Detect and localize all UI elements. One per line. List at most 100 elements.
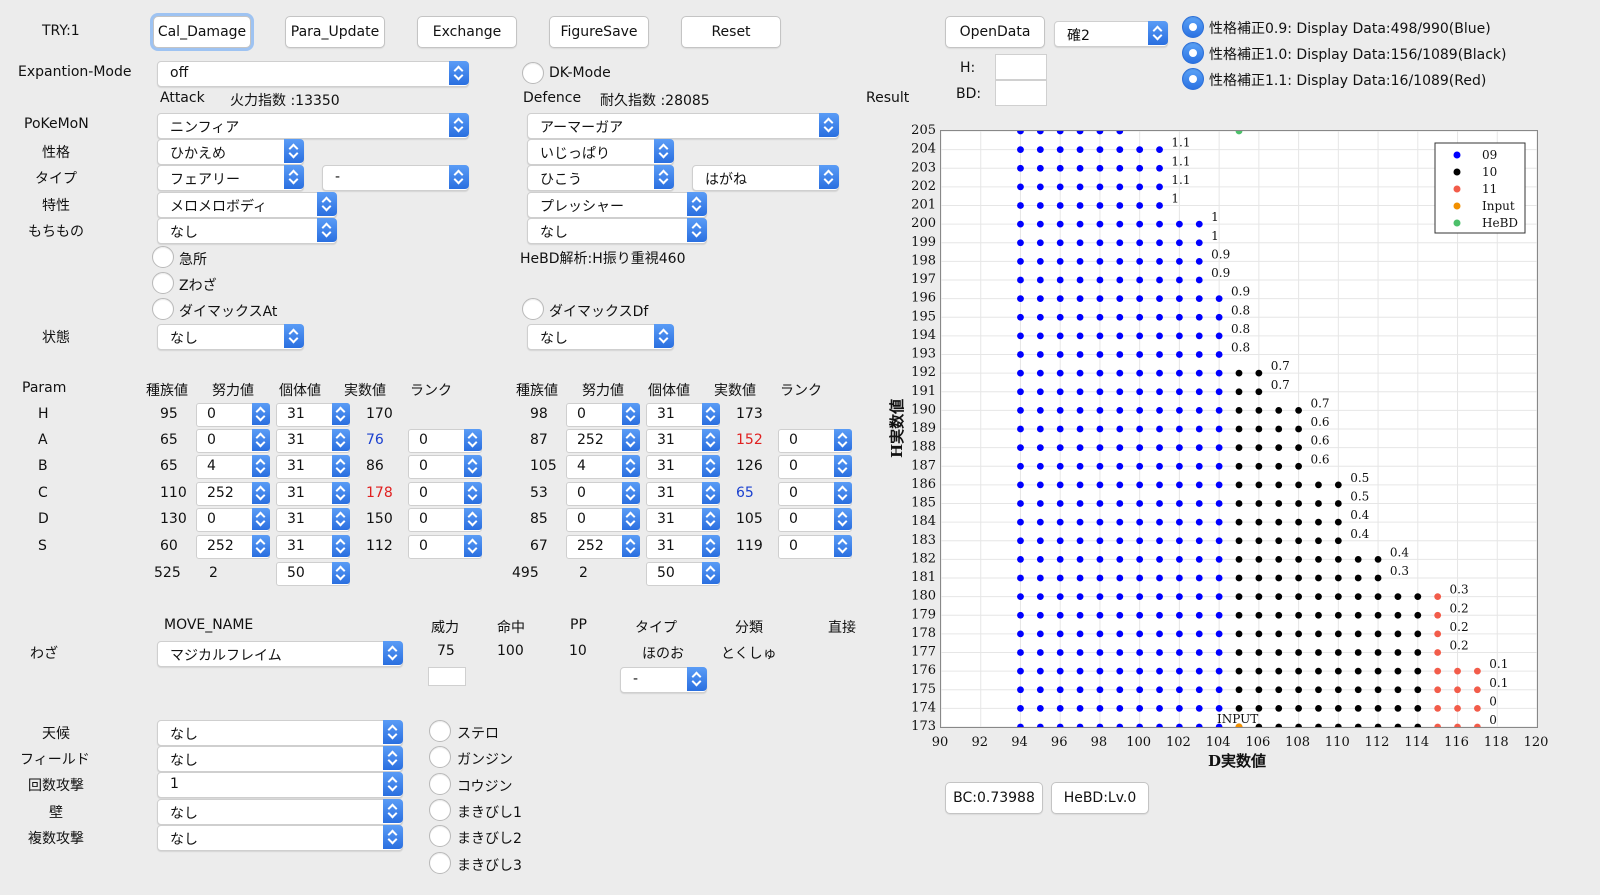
power-override-input[interactable] — [428, 667, 466, 686]
data-point — [1354, 574, 1362, 582]
hazard-radio[interactable] — [429, 772, 451, 795]
para-update-button[interactable]: Para_Update — [285, 16, 385, 48]
point-annotation: 0 — [1489, 694, 1497, 708]
def-iv-spinner[interactable]: 31 — [646, 403, 720, 427]
atk-iv-spinner[interactable]: 31 — [276, 455, 350, 479]
atk-rank-spinner[interactable]: 0 — [408, 429, 482, 453]
def-item-select[interactable]: なし — [527, 218, 707, 244]
data-point — [1275, 537, 1283, 545]
zmove-radio[interactable] — [152, 272, 174, 294]
h-input[interactable] — [995, 54, 1047, 80]
data-point — [1136, 369, 1144, 377]
hazard-radio[interactable] — [429, 798, 451, 821]
hebd-level-button[interactable]: HeBD:Lv.0 — [1051, 782, 1149, 814]
hits-select[interactable]: 1 — [157, 772, 403, 798]
hazard-radio[interactable] — [429, 720, 451, 742]
def-type1-value: ひこう — [540, 172, 582, 188]
def-iv-spinner[interactable]: 31 — [646, 535, 720, 559]
contact-select[interactable]: - — [620, 667, 707, 693]
def-rank-spinner[interactable]: 0 — [778, 535, 852, 559]
data-point — [1414, 630, 1422, 638]
open-data-button[interactable]: OpenData — [945, 16, 1045, 48]
cal-damage-button[interactable]: Cal_Damage — [153, 16, 251, 48]
weather-select[interactable]: なし — [157, 720, 403, 746]
atk-iv-spinner[interactable]: 31 — [276, 429, 350, 453]
atk-ability-select[interactable]: メロメロボディ — [157, 192, 337, 218]
atk-pokemon-select[interactable]: ニンフィア — [157, 113, 469, 139]
atk-iv-spinner[interactable]: 31 — [276, 508, 350, 532]
atk-level-spinner[interactable]: 50 — [276, 562, 350, 586]
def-nature-select[interactable]: いじっぱり — [527, 139, 674, 165]
hazard-radio[interactable] — [429, 825, 451, 848]
def-ev-spinner[interactable]: 0 — [566, 403, 640, 427]
atk-ev-spinner[interactable]: 0 — [196, 403, 270, 427]
chevron-updown-icon — [834, 482, 852, 504]
atk-ev-spinner[interactable]: 252 — [196, 535, 270, 559]
def-rank-spinner[interactable]: 0 — [778, 455, 852, 479]
hazard-radio[interactable] — [429, 851, 451, 874]
expansion-mode-select[interactable]: off — [157, 61, 469, 87]
def-iv-spinner[interactable]: 31 — [646, 455, 720, 479]
atk-ev-spinner[interactable]: 0 — [196, 429, 270, 453]
atk-rank-spinner[interactable]: 0 — [408, 535, 482, 559]
atk-rank-spinner[interactable]: 0 — [408, 482, 482, 506]
def-ev-spinner[interactable]: 0 — [566, 482, 640, 506]
data-point — [1195, 611, 1203, 619]
def-ev-spinner[interactable]: 252 — [566, 535, 640, 559]
display-black-radio[interactable] — [1182, 42, 1204, 64]
atk-rank-spinner[interactable]: 0 — [408, 508, 482, 532]
data-point — [1215, 667, 1223, 675]
def-pokemon-value: アーマーガア — [540, 120, 624, 136]
atk-iv-spinner[interactable]: 31 — [276, 535, 350, 559]
def-ev-spinner[interactable]: 252 — [566, 429, 640, 453]
hazard-radio[interactable] — [429, 746, 451, 769]
def-type1-select[interactable]: ひこう — [527, 165, 674, 191]
atk-nature-select[interactable]: ひかえめ — [157, 139, 304, 165]
display-red-radio[interactable] — [1182, 68, 1204, 90]
def-iv-spinner[interactable]: 31 — [646, 508, 720, 532]
data-point — [1176, 295, 1183, 303]
wall-select[interactable]: なし — [157, 799, 403, 825]
def-dynamax-radio[interactable] — [522, 298, 544, 320]
atk-dynamax-radio[interactable] — [152, 298, 174, 320]
multi-select[interactable]: なし — [157, 825, 403, 851]
field-select[interactable]: なし — [157, 746, 403, 772]
def-pokemon-select[interactable]: アーマーガア — [527, 113, 839, 139]
atk-iv-spinner[interactable]: 31 — [276, 482, 350, 506]
move-select[interactable]: マジカルフレイム — [157, 641, 403, 667]
figure-save-button[interactable]: FigureSave — [549, 16, 649, 48]
atk-type2-select[interactable]: - — [322, 165, 469, 191]
atk-rank-spinner[interactable]: 0 — [408, 455, 482, 479]
atk-ev-spinner[interactable]: 0 — [196, 508, 270, 532]
atk-iv-spinner[interactable]: 31 — [276, 403, 350, 427]
def-level-spinner[interactable]: 50 — [646, 562, 720, 586]
def-rank-spinner[interactable]: 0 — [778, 429, 852, 453]
atk-type1-select[interactable]: フェアリー — [157, 165, 304, 191]
atk-ev-spinner[interactable]: 4 — [196, 455, 270, 479]
def-rank-spinner[interactable]: 0 — [778, 482, 852, 506]
def-ev-spinner[interactable]: 0 — [566, 508, 640, 532]
def-rank-spinner[interactable]: 0 — [778, 508, 852, 532]
bd-input[interactable] — [995, 80, 1047, 106]
atk-item-select[interactable]: なし — [157, 218, 337, 244]
point-annotation: 0.6 — [1310, 434, 1329, 448]
atk-pokemon-value: ニンフィア — [170, 120, 240, 136]
def-iv-spinner[interactable]: 31 — [646, 429, 720, 453]
atk-ev-spinner[interactable]: 252 — [196, 482, 270, 506]
crit-radio[interactable] — [152, 246, 174, 268]
atk-status-select[interactable]: なし — [157, 324, 304, 350]
display-blue-radio[interactable] — [1182, 16, 1204, 38]
bc-button[interactable]: BC:0.73988 — [945, 782, 1043, 814]
x-tick-label: 116 — [1444, 735, 1469, 750]
reset-button[interactable]: Reset — [681, 16, 781, 48]
kaku-select[interactable]: 確2 — [1054, 21, 1168, 47]
def-iv-spinner[interactable]: 31 — [646, 482, 720, 506]
def-status-select[interactable]: なし — [527, 324, 674, 350]
dk-mode-radio[interactable] — [522, 62, 544, 84]
def-ability-select[interactable]: プレッシャー — [527, 192, 707, 218]
data-point — [1136, 406, 1144, 414]
exchange-button[interactable]: Exchange — [417, 16, 517, 48]
def-ev-spinner[interactable]: 4 — [566, 455, 640, 479]
def-type2-select[interactable]: はがね — [692, 165, 839, 191]
pokemon-label: PoKeMoN — [24, 116, 89, 132]
